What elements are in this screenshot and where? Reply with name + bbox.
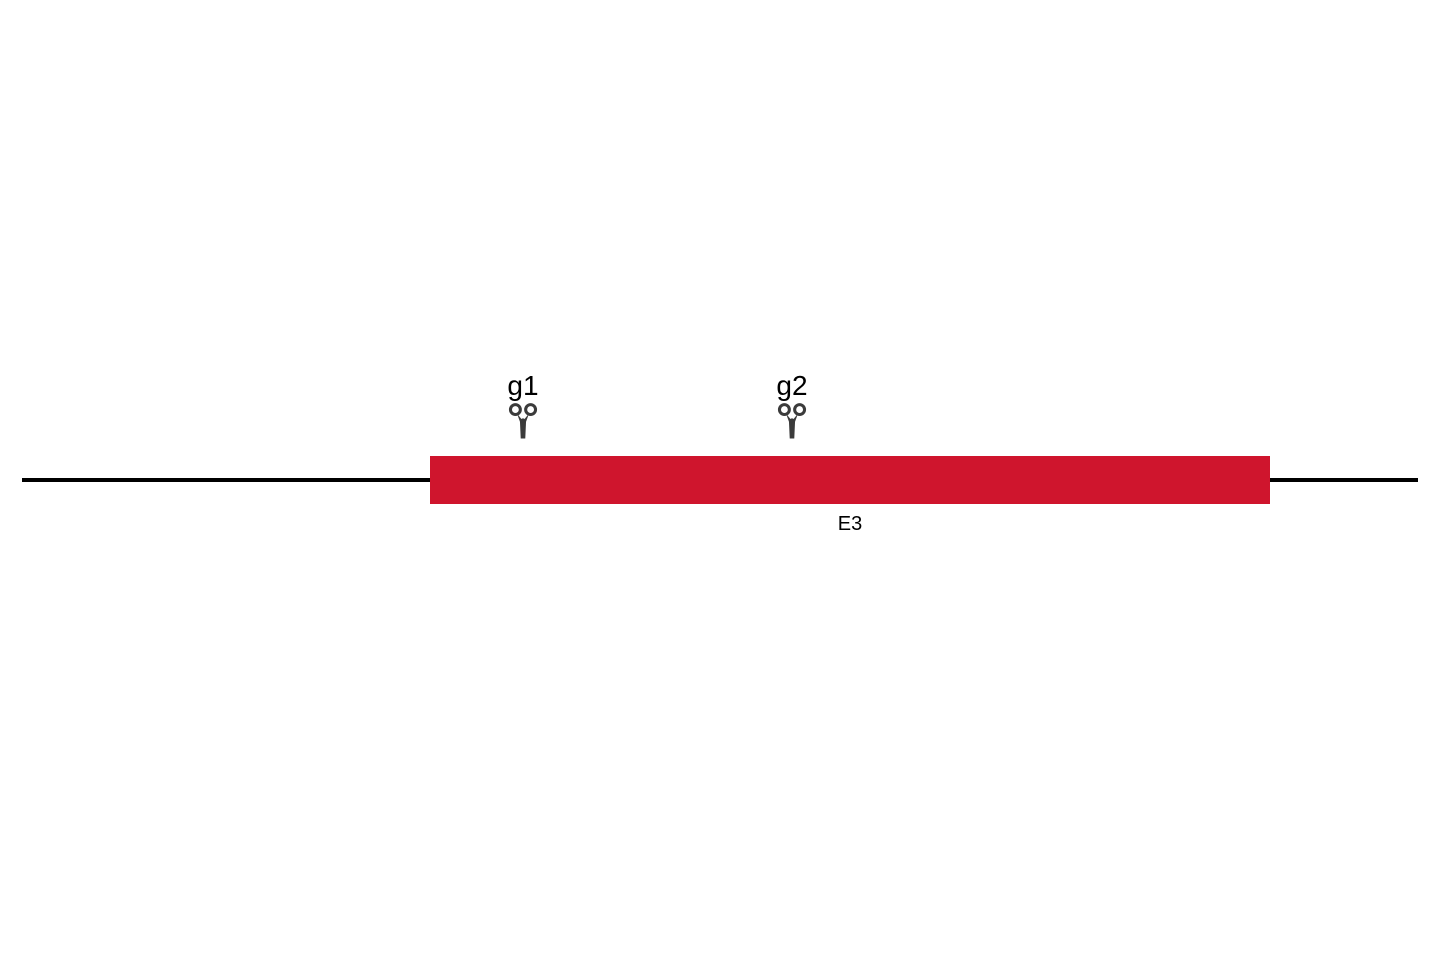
cut-site-g1-label: g1 bbox=[493, 370, 553, 402]
exon-label: E3 bbox=[830, 513, 870, 536]
gene-diagram: E3 g1 g2 bbox=[0, 0, 1440, 960]
scissors-icon bbox=[773, 402, 811, 440]
exon-box bbox=[430, 456, 1270, 504]
scissors-icon bbox=[504, 402, 542, 440]
cut-site-g2-label: g2 bbox=[762, 370, 822, 402]
